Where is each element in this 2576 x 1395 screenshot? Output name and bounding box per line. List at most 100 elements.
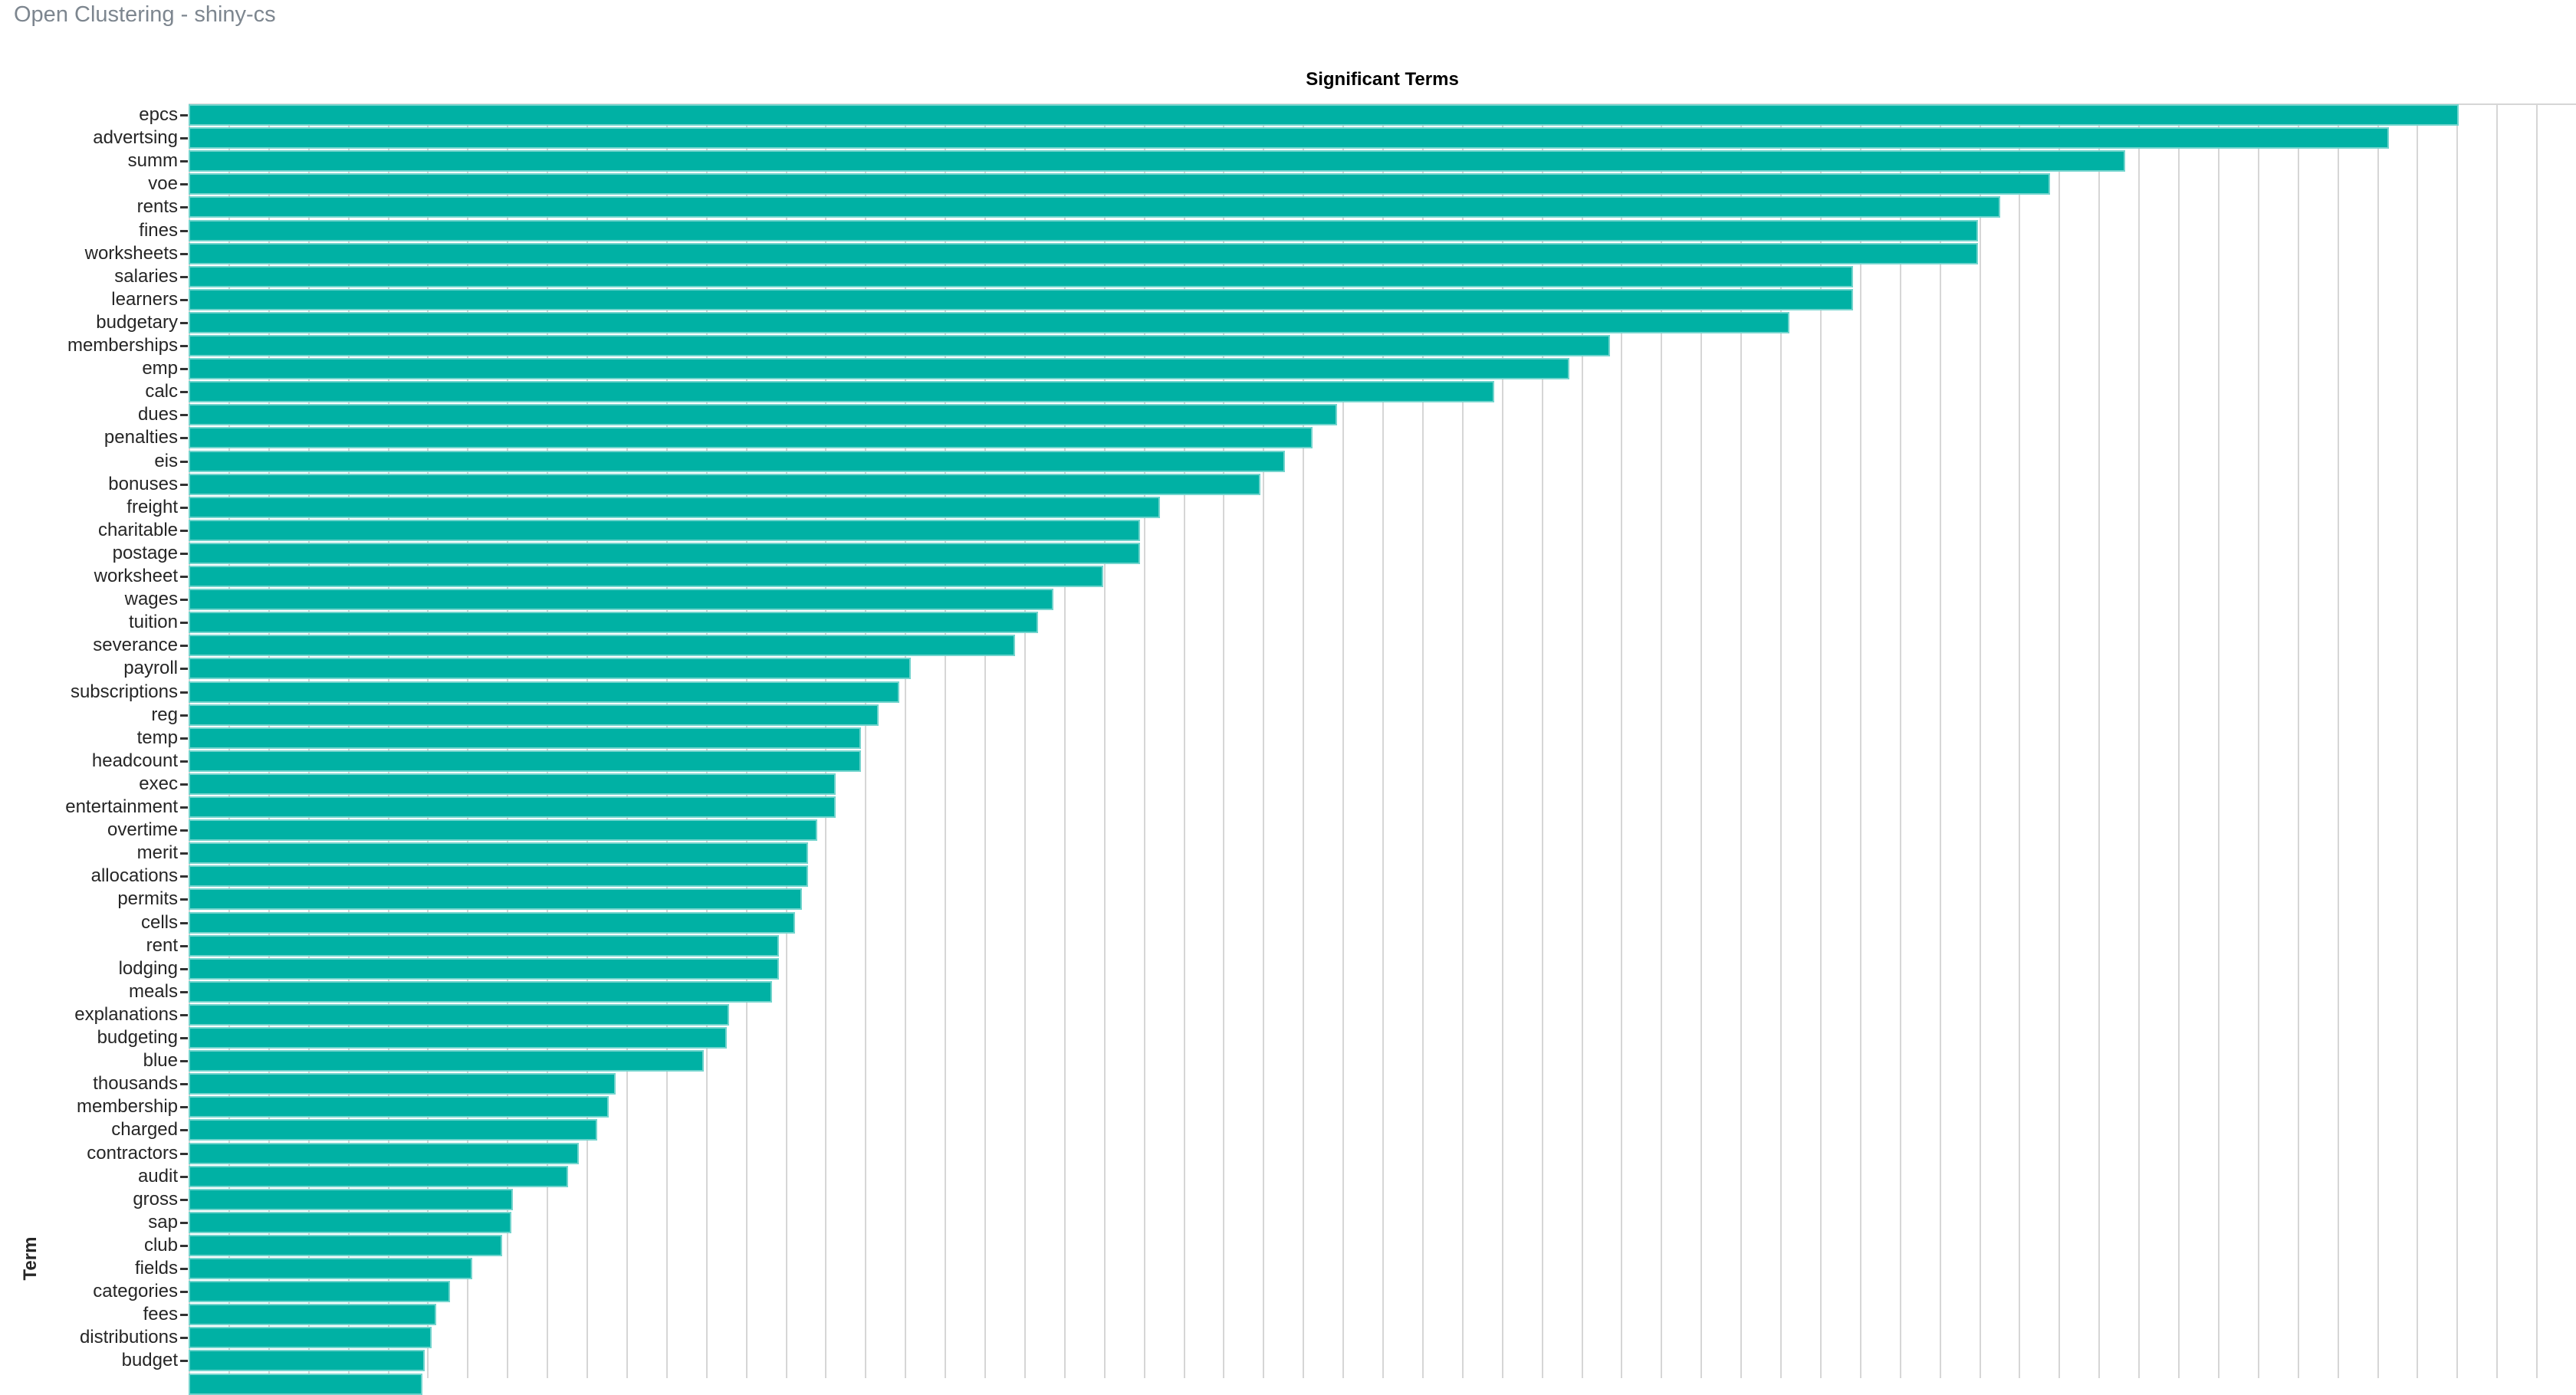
bar[interactable]	[189, 1003, 729, 1026]
y-axis-tick	[180, 1106, 188, 1109]
bar[interactable]	[189, 957, 779, 980]
bar[interactable]	[189, 450, 1285, 472]
bar[interactable]	[189, 150, 2125, 172]
gridline	[2417, 105, 2419, 1378]
bar[interactable]	[189, 934, 779, 957]
gridline	[2496, 105, 2499, 1378]
y-axis-tick	[180, 668, 188, 671]
bar[interactable]	[189, 1096, 609, 1118]
bar-row: wages	[0, 589, 2576, 611]
term-label: emp	[142, 358, 178, 379]
bar[interactable]	[189, 1234, 502, 1256]
bar-row: cells	[0, 911, 2576, 934]
bar[interactable]	[189, 1050, 704, 1072]
bar[interactable]	[189, 842, 808, 865]
y-axis-tick	[180, 391, 188, 394]
bar-row: overtime	[0, 819, 2576, 842]
bar[interactable]	[189, 888, 802, 911]
bar[interactable]	[189, 1142, 579, 1164]
bar[interactable]	[189, 612, 1038, 634]
bar[interactable]	[189, 1304, 436, 1326]
bar[interactable]	[189, 1165, 568, 1187]
bar[interactable]	[189, 1350, 425, 1372]
bar[interactable]	[189, 427, 1313, 449]
bar[interactable]	[189, 727, 861, 749]
y-axis-tick	[180, 1337, 188, 1340]
y-axis-tick	[180, 1314, 188, 1317]
bar[interactable]	[189, 750, 861, 772]
bar[interactable]	[189, 542, 1140, 564]
bar[interactable]	[189, 911, 795, 934]
bar[interactable]	[189, 311, 1789, 333]
term-label: budget	[121, 1350, 178, 1371]
bar[interactable]	[189, 219, 1978, 241]
bar[interactable]	[189, 242, 1978, 264]
term-label: gross	[133, 1188, 178, 1210]
bar[interactable]	[189, 127, 2389, 149]
bar[interactable]	[189, 496, 1160, 518]
bar[interactable]	[189, 1027, 727, 1049]
bar[interactable]	[189, 1327, 432, 1349]
bar[interactable]	[189, 1188, 513, 1210]
bar[interactable]	[189, 566, 1103, 587]
bar-row: thousands	[0, 1073, 2576, 1095]
bar-row: epcs	[0, 104, 2576, 126]
bar[interactable]	[189, 404, 1337, 426]
term-label: voe	[148, 173, 178, 195]
bar[interactable]	[189, 104, 2459, 126]
gridline	[1024, 105, 1026, 1378]
bar-row: summ	[0, 150, 2576, 172]
bar-row: categories	[0, 1281, 2576, 1303]
term-label: sap	[148, 1211, 178, 1233]
bar[interactable]	[189, 704, 879, 726]
bar[interactable]	[189, 473, 1260, 495]
bar[interactable]	[189, 196, 2000, 218]
bar[interactable]	[189, 681, 899, 703]
gridline	[1143, 105, 1145, 1378]
y-axis-tick	[180, 529, 188, 532]
bar[interactable]	[189, 635, 1015, 657]
bar-row: tuition	[0, 612, 2576, 634]
bar-row: charitable	[0, 519, 2576, 541]
bar[interactable]	[189, 1281, 450, 1303]
bar[interactable]	[189, 1119, 597, 1141]
gridline	[1661, 105, 1663, 1378]
bar[interactable]	[189, 1373, 422, 1395]
bar-row: distributions	[0, 1327, 2576, 1349]
gridline	[1501, 105, 1503, 1378]
bar[interactable]	[189, 773, 836, 795]
bar[interactable]	[189, 1258, 472, 1279]
bar[interactable]	[189, 358, 1569, 380]
bar-row: charged	[0, 1119, 2576, 1141]
bar[interactable]	[189, 265, 1853, 287]
bar[interactable]	[189, 1211, 511, 1233]
gridline	[2297, 105, 2299, 1378]
bar-row: advertsing	[0, 127, 2576, 149]
bar[interactable]	[189, 658, 911, 680]
y-axis-tick	[180, 599, 188, 602]
gridline	[1541, 105, 1543, 1378]
y-axis-tick	[180, 252, 188, 255]
bar[interactable]	[189, 589, 1053, 611]
term-label: fields	[134, 1258, 178, 1278]
bar[interactable]	[189, 819, 817, 842]
bar[interactable]	[189, 980, 772, 1003]
term-label: charitable	[97, 519, 178, 540]
y-axis-tick	[180, 1152, 188, 1155]
bar[interactable]	[189, 288, 1853, 310]
bar[interactable]	[189, 173, 2050, 195]
bar[interactable]	[189, 381, 1494, 403]
bar[interactable]	[189, 519, 1140, 541]
term-label: distributions	[79, 1327, 178, 1348]
bar-row: entertainment	[0, 796, 2576, 818]
bar[interactable]	[189, 335, 1610, 356]
bar-row: rents	[0, 196, 2576, 218]
term-label: rent	[146, 934, 178, 956]
bar[interactable]	[189, 865, 808, 888]
bar[interactable]	[189, 796, 836, 818]
gridline	[2217, 105, 2220, 1378]
bar-row: sap	[0, 1211, 2576, 1233]
app-title: Open Clustering - shiny-cs	[14, 2, 276, 27]
bar[interactable]	[189, 1073, 616, 1095]
gridline	[2138, 105, 2141, 1378]
